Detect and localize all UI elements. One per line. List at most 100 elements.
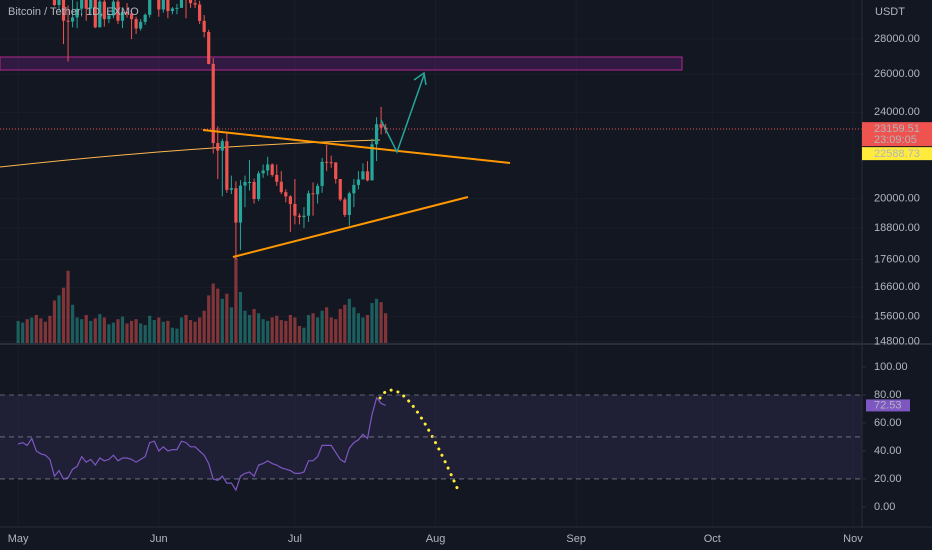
volume-bar [252, 309, 256, 343]
candle-body [252, 181, 256, 200]
volume-bar [134, 319, 138, 343]
volume-bar [148, 315, 152, 343]
volume-bar [102, 317, 106, 343]
volume-bar [198, 317, 202, 343]
candle-body [320, 161, 324, 186]
volume-bar [338, 309, 342, 343]
x-tick-label: Oct [704, 533, 721, 545]
candle-body [216, 143, 220, 151]
candle-body [293, 204, 297, 216]
volume-bar [166, 320, 170, 343]
candle-body [297, 215, 302, 218]
candle-body [166, 0, 170, 12]
volume-bar [275, 315, 279, 343]
candle-body [311, 193, 315, 195]
projection-arrow [380, 71, 427, 154]
rsi-tick-label: 80.00 [874, 389, 902, 401]
rsi-layer [0, 394, 862, 492]
volume-bar [157, 317, 161, 343]
candle-body [179, 0, 184, 8]
candle-body [379, 124, 383, 128]
y-tick-label: 20000.00 [874, 193, 920, 205]
candle-body [270, 164, 274, 175]
candle-body [361, 171, 365, 180]
candle-body [334, 162, 338, 180]
candle-body [161, 0, 165, 10]
volume-bar [352, 307, 356, 343]
rsi-tick-label: 0.00 [874, 501, 895, 513]
ma-value-label: 22588.73 [874, 148, 920, 160]
volume-bar [247, 314, 252, 343]
candle-body [80, 0, 84, 9]
ma-value-box [862, 147, 932, 161]
currency-label: USDT [875, 6, 905, 18]
candle-body [157, 0, 161, 10]
volume-bar [347, 298, 351, 343]
y-tick-label: 26000.00 [874, 68, 920, 80]
volume-bar [84, 314, 88, 343]
candle-body [93, 0, 97, 28]
label-layer: May Jun Jul Aug Sep Oct Nov 28000.00 26000.00 240… [8, 33, 932, 545]
volume-bar [279, 320, 283, 343]
volume-bar [306, 314, 311, 343]
y-tick-label: 15600.00 [874, 311, 920, 323]
volume-bar [80, 319, 84, 343]
volume-bar [288, 314, 292, 343]
volume-bar [315, 317, 320, 343]
x-tick-label: May [8, 533, 29, 545]
last-price-label: 23159.51 [874, 123, 920, 135]
volume-bar [374, 298, 379, 343]
last-price-box [862, 122, 932, 147]
volume-bar [93, 318, 97, 343]
volume-bar [111, 322, 116, 343]
candle-body [365, 171, 370, 181]
candle-body [352, 184, 356, 194]
candle-body [325, 161, 329, 163]
volume-bar [61, 287, 66, 343]
volume-layer [16, 258, 388, 343]
candle-body [266, 164, 270, 171]
volume-bar [343, 304, 347, 343]
candle-body [374, 124, 379, 145]
candle-body [229, 188, 233, 190]
volume-bar [238, 292, 243, 343]
candle-body [279, 181, 283, 193]
candle-body [243, 181, 247, 186]
candle-body [238, 185, 243, 223]
rsi-value-box [866, 399, 910, 412]
volume-bar [139, 323, 143, 343]
candle-body [220, 141, 224, 151]
volume-bar [320, 310, 324, 343]
volume-bar [21, 322, 25, 343]
y-tick-label: 18800.00 [874, 222, 920, 234]
candle-body [257, 173, 261, 200]
volume-bar [70, 304, 75, 343]
resistance-zone [0, 56, 683, 71]
volume-bar [52, 300, 57, 343]
volume-bar [25, 319, 29, 343]
candle-layer [52, 0, 388, 260]
candle-body [347, 193, 351, 215]
volume-bar [379, 302, 383, 343]
volume-bar [188, 320, 193, 343]
candle-body [170, 8, 174, 12]
volume-bar [329, 317, 333, 343]
volume-bar [43, 321, 47, 343]
candle-body [225, 141, 229, 190]
candle-body [198, 4, 202, 21]
volume-bar [66, 270, 70, 343]
x-tick-label: Jun [150, 533, 168, 545]
candle-body [52, 0, 57, 6]
candle-body [343, 199, 347, 215]
candle-body [207, 31, 211, 64]
candle-body [306, 193, 311, 216]
candle-body [111, 1, 116, 16]
volume-bar [261, 319, 265, 343]
candle-body [288, 196, 292, 205]
y-tick-label: 16600.00 [874, 281, 920, 293]
volume-bar [34, 314, 38, 343]
volume-bar [266, 320, 270, 343]
rsi-tick-label: 60.00 [874, 417, 902, 429]
